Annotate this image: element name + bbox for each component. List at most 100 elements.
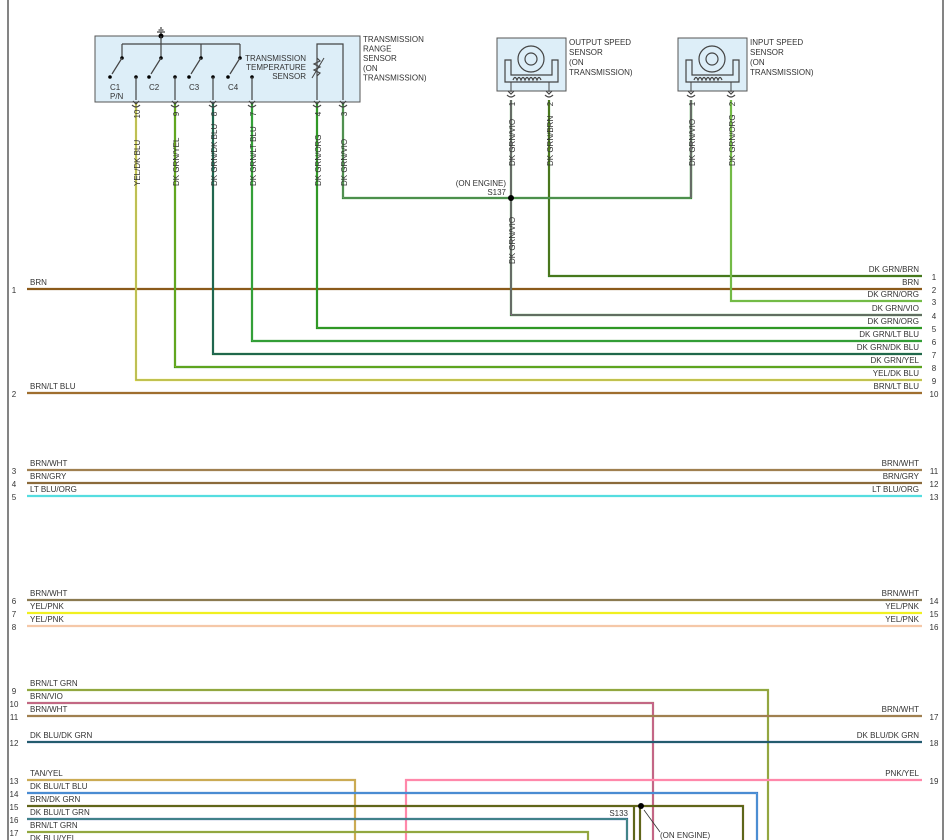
wire-24 [27, 804, 745, 840]
left-pin-number: 12 [10, 739, 19, 748]
right-pin-number: 7 [932, 351, 937, 360]
iss-label: TRANSMISSION) [750, 68, 814, 77]
trs-wire-label: DK GRN/LT BLU [249, 126, 258, 186]
switch-bus [121, 36, 241, 58]
right-wire-label: DK GRN/LT BLU [859, 330, 919, 339]
transmission-range-sensor-label: (ON [363, 64, 378, 73]
right-wire-label: BRN/WHT [882, 459, 919, 468]
iss-pin-number: 1 [688, 101, 697, 106]
wire-25-tracer [27, 818, 628, 840]
wire-8-tracer [174, 102, 922, 368]
switch-blade-icon [190, 57, 202, 75]
left-pin-number: 3 [12, 467, 17, 476]
switch-blade-icon [150, 57, 162, 75]
right-wire-label: LT BLU/ORG [872, 485, 919, 494]
oss-pin-number: 2 [546, 101, 555, 106]
temperature-sensor-label: TEMPERATURE [246, 63, 306, 72]
left-wire-label: DK BLU/DK GRN [30, 731, 92, 740]
right-pin-number: 5 [932, 325, 937, 334]
switch-blade-icon [229, 57, 241, 75]
switch-blade-icon [111, 57, 123, 75]
right-pin-number: 17 [930, 713, 939, 722]
switch-label: C2 [149, 83, 160, 92]
iss-wire-label: DK GRN/ORG [728, 114, 737, 166]
right-pin-number: 16 [930, 623, 939, 632]
iss-label: SENSOR [750, 48, 784, 57]
trs-pin-number: 10 [133, 109, 142, 118]
s137-splice-dot [508, 195, 514, 201]
right-pin-number: 14 [930, 597, 939, 606]
left-pin-number: 5 [12, 493, 17, 502]
right-pin-number: 1 [932, 273, 937, 282]
connector-pin-icon [208, 100, 218, 108]
sensor-coil-icon [693, 76, 723, 82]
thermistor-icon [312, 43, 344, 100]
temperature-sensor-label: SENSOR [272, 72, 306, 81]
trs-wire-label: DK GRN/YEL [172, 137, 181, 186]
trs-pin-number: 3 [340, 111, 349, 116]
sensor-coil-icon [512, 76, 542, 82]
left-pin-number: 7 [12, 610, 17, 619]
transmission-range-sensor-label: SENSOR [363, 54, 397, 63]
oss-pin-number: 1 [508, 101, 517, 106]
switch-sub-label: P/N [110, 92, 124, 101]
s133-label: S133 [609, 809, 628, 818]
left-pin-number: 13 [10, 777, 19, 786]
right-pin-number: 13 [930, 493, 939, 502]
left-pin-number: 10 [10, 700, 19, 709]
left-pin-number: 8 [12, 623, 17, 632]
left-pin-number: 2 [12, 390, 17, 399]
s137-label: S137 [487, 188, 506, 197]
wire-5-tracer [316, 102, 922, 329]
switch-label: C3 [189, 83, 200, 92]
sensor-magnet-icon [685, 59, 740, 83]
left-pin-number: 1 [12, 286, 17, 295]
s133-splice-dot [638, 803, 644, 809]
wire-25 [27, 817, 629, 840]
connector-pin-icon [686, 90, 696, 98]
right-pin-number: 3 [932, 298, 937, 307]
trs-pin-number: 4 [314, 111, 323, 116]
iss-label: (ON [750, 58, 765, 67]
wire-9-tracer [135, 102, 922, 381]
right-wire-label: DK GRN/VIO [872, 304, 919, 313]
tone-wheel-hub-icon [524, 52, 538, 66]
left-wire-label: BRN/LT GRN [30, 821, 78, 830]
right-pin-number: 8 [932, 364, 937, 373]
right-wire-label: BRN/LT BLU [874, 382, 920, 391]
left-wire-label: LT BLU/ORG [30, 485, 77, 494]
oss-wire-label: DK GRN/BRN [546, 116, 555, 166]
right-pin-number: 19 [930, 777, 939, 786]
tone-wheel-icon [698, 45, 726, 73]
left-wire-label: BRN/LT BLU [30, 382, 76, 391]
oss-label: TRANSMISSION) [569, 68, 633, 77]
sensor-magnet-icon [504, 59, 559, 83]
transmission-range-sensor-label: RANGE [363, 45, 391, 54]
connector-pin-icon [506, 90, 516, 98]
wire-17-tracer [27, 689, 769, 840]
trs-wire-label: DK GRN/VIO [340, 139, 349, 186]
wire-6 [250, 102, 922, 343]
trs-pin-number: 7 [249, 111, 258, 116]
oss-label: OUTPUT SPEED [569, 38, 631, 47]
left-wire-label: YEL/PNK [30, 615, 64, 624]
wire-trs-pin3-tracer [342, 100, 692, 199]
left-pin-number: 17 [10, 829, 19, 838]
switch-label: C4 [228, 83, 239, 92]
wire-17 [27, 688, 770, 840]
right-pin-number: 2 [932, 286, 937, 295]
right-wire-label: DK GRN/ORG [867, 317, 919, 326]
switch-contact-dot [147, 75, 151, 79]
left-wire-label: DK BLU/LT GRN [30, 808, 90, 817]
left-wire-label: BRN/GRY [30, 472, 67, 481]
wire-4 [509, 100, 922, 317]
connector-pin-icon [312, 100, 322, 108]
oss-wire-label: DK GRN/VIO [508, 119, 517, 166]
right-wire-label: BRN [902, 278, 919, 287]
right-pin-number: 6 [932, 338, 937, 347]
wire-1-tracer [548, 100, 922, 277]
right-wire-label: YEL/DK BLU [873, 369, 919, 378]
right-wire-label: DK BLU/DK GRN [857, 731, 919, 740]
s133-location: (ON ENGINE) [660, 831, 711, 840]
connector-pin-icon [726, 90, 736, 98]
